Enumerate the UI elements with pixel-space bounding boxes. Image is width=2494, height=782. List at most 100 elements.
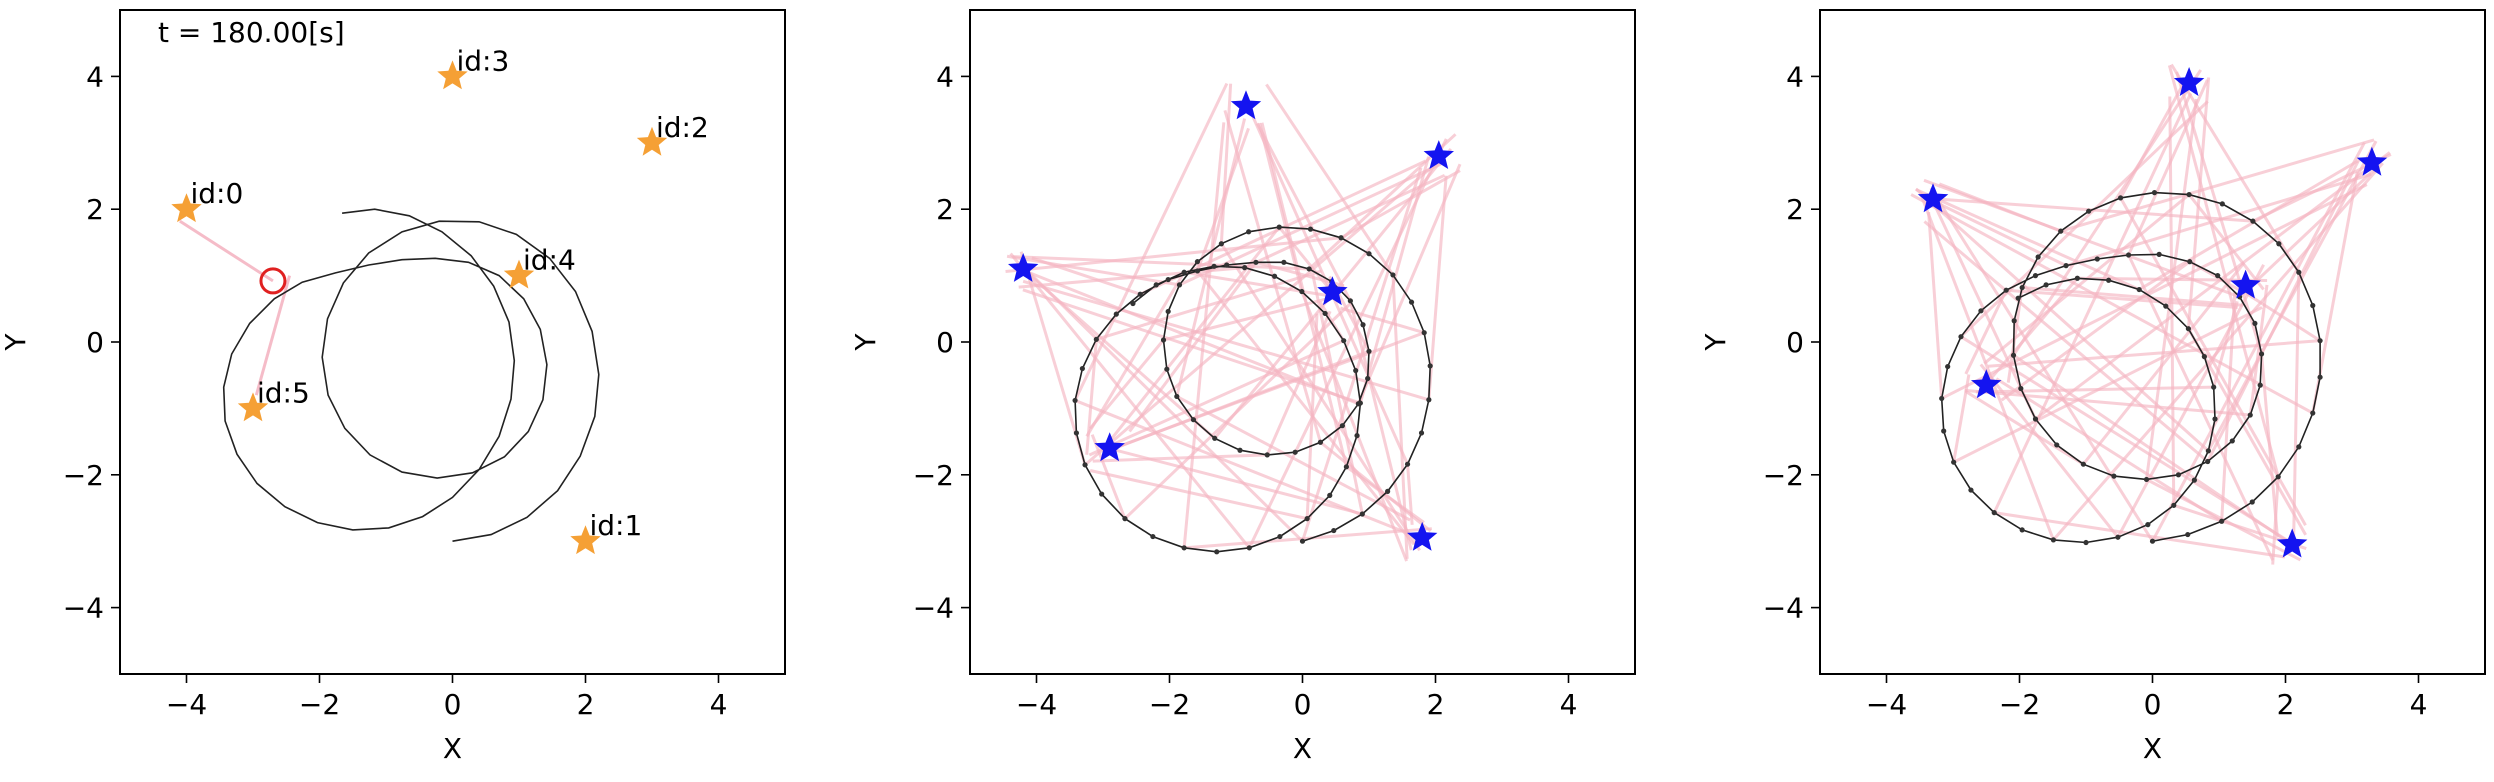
trajectory-point bbox=[2015, 295, 2021, 301]
trajectory-point bbox=[1194, 259, 1201, 265]
trajectory-point bbox=[1343, 464, 1349, 470]
trajectory-point bbox=[2163, 303, 2169, 309]
observation-line bbox=[1927, 197, 2067, 267]
observation-line bbox=[1356, 163, 1462, 405]
trajectory-point bbox=[1299, 288, 1305, 295]
trajectory-point bbox=[2250, 218, 2256, 224]
y-tick-label: −4 bbox=[1763, 592, 1804, 625]
landmark-star bbox=[1008, 253, 1039, 282]
trajectory-point bbox=[2094, 256, 2100, 262]
observation-line bbox=[2220, 292, 2237, 522]
observation-line bbox=[1994, 511, 2286, 559]
landmark-star bbox=[636, 126, 668, 156]
observation-line bbox=[1952, 306, 2263, 464]
observation-line bbox=[1300, 290, 1408, 562]
trajectory-point bbox=[1317, 439, 1324, 445]
landmark-star bbox=[171, 193, 202, 223]
trajectory-point bbox=[1357, 400, 1363, 406]
x-tick-label: 4 bbox=[1560, 688, 1578, 721]
trajectory-point bbox=[1212, 435, 1218, 441]
trajectory-point bbox=[2186, 191, 2192, 198]
x-tick-label: −2 bbox=[1999, 688, 2040, 721]
observation-line bbox=[2168, 96, 2176, 506]
chart-panel-1: id:0id:1id:2id:3id:4id:5t = 180.00[s]−4−… bbox=[0, 9, 786, 765]
observation-line bbox=[1348, 300, 1413, 551]
observation-line bbox=[1358, 156, 1431, 404]
y-tick-label: −2 bbox=[63, 459, 104, 492]
x-axis-label: X bbox=[1293, 732, 1312, 765]
observation-line bbox=[1022, 279, 1430, 402]
observation-line bbox=[1910, 193, 2314, 415]
trajectory-point bbox=[1427, 363, 1433, 369]
observation-line bbox=[1919, 192, 2055, 541]
observation-line bbox=[1022, 288, 1361, 405]
trajectory-point bbox=[1082, 462, 1088, 468]
observation-lines bbox=[1910, 63, 2392, 565]
trajectory-point bbox=[1385, 488, 1391, 494]
observation-line bbox=[1923, 178, 2241, 299]
trajectory-point bbox=[1359, 511, 1365, 517]
trajectory-point bbox=[2296, 444, 2302, 450]
x-tick-label: −4 bbox=[1866, 688, 1907, 721]
observation-line bbox=[1915, 188, 2140, 291]
y-tick-label: 0 bbox=[1786, 326, 1804, 359]
x-tick-label: 0 bbox=[444, 688, 462, 721]
trajectory-point bbox=[1099, 491, 1105, 497]
trajectory-point bbox=[2145, 522, 2151, 528]
trajectory-point bbox=[2115, 534, 2121, 540]
trajectory-point bbox=[2205, 448, 2211, 454]
observation-line bbox=[1244, 173, 1446, 269]
observation-line bbox=[1960, 335, 2291, 544]
trajectory-point bbox=[1327, 492, 1333, 498]
y-axis-label: Y bbox=[0, 333, 32, 352]
plot-frame bbox=[969, 9, 1636, 675]
observation-line bbox=[1427, 175, 1448, 400]
trajectory-point bbox=[1366, 251, 1372, 257]
trajectory-point bbox=[1160, 337, 1167, 343]
chart-panel-3: −4 −2 0 2 4 −4 −2 0 2 4 X Y bbox=[1699, 9, 2486, 765]
trajectory-line bbox=[222, 208, 600, 542]
observation-line bbox=[1975, 385, 2214, 394]
landmark-star bbox=[1917, 183, 1949, 213]
observation-line bbox=[1088, 339, 1165, 430]
observation-line bbox=[2138, 157, 2363, 291]
trajectory-point bbox=[2252, 320, 2258, 327]
observation-line bbox=[2248, 284, 2269, 416]
trajectory-point bbox=[1253, 259, 1259, 265]
observation-lines bbox=[179, 219, 292, 396]
trajectory-point bbox=[1978, 308, 1984, 314]
observation-line bbox=[1009, 252, 1251, 549]
observation-line bbox=[1923, 220, 2209, 463]
trajectory-point bbox=[1304, 516, 1310, 522]
observation-line bbox=[1219, 83, 1233, 244]
y-tick-label: 0 bbox=[86, 326, 104, 359]
trajectory-point bbox=[1354, 433, 1360, 439]
observation-line bbox=[1089, 469, 1308, 521]
landmark-label: id:5 bbox=[257, 376, 310, 409]
observation-line bbox=[2187, 327, 2307, 536]
trajectory-point bbox=[2275, 474, 2281, 480]
trajectory-point bbox=[1347, 298, 1353, 304]
trajectory-point bbox=[1130, 300, 1136, 307]
trajectory-points bbox=[1939, 190, 2323, 546]
observation-line bbox=[1196, 270, 1416, 546]
plot-area bbox=[1910, 63, 2392, 565]
trajectory-point bbox=[1271, 273, 1278, 279]
y-tick-label: −2 bbox=[1763, 459, 1804, 492]
trajectory-point bbox=[2185, 326, 2192, 332]
trajectory-point bbox=[2083, 539, 2089, 546]
trajectory-point bbox=[1150, 533, 1156, 540]
trajectory-point bbox=[2296, 269, 2302, 275]
trajectory-point bbox=[2019, 284, 2025, 291]
trajectory-point bbox=[1404, 461, 1411, 467]
trajectory-point bbox=[2054, 442, 2060, 448]
trajectory-point bbox=[1365, 375, 1371, 382]
trajectory-point bbox=[1939, 395, 1945, 402]
observation-line bbox=[1940, 197, 2254, 223]
observation-line bbox=[2186, 77, 2211, 329]
observation-line bbox=[1941, 183, 2368, 400]
trajectory-point bbox=[1421, 330, 1427, 336]
trajectory-point bbox=[2175, 472, 2182, 478]
